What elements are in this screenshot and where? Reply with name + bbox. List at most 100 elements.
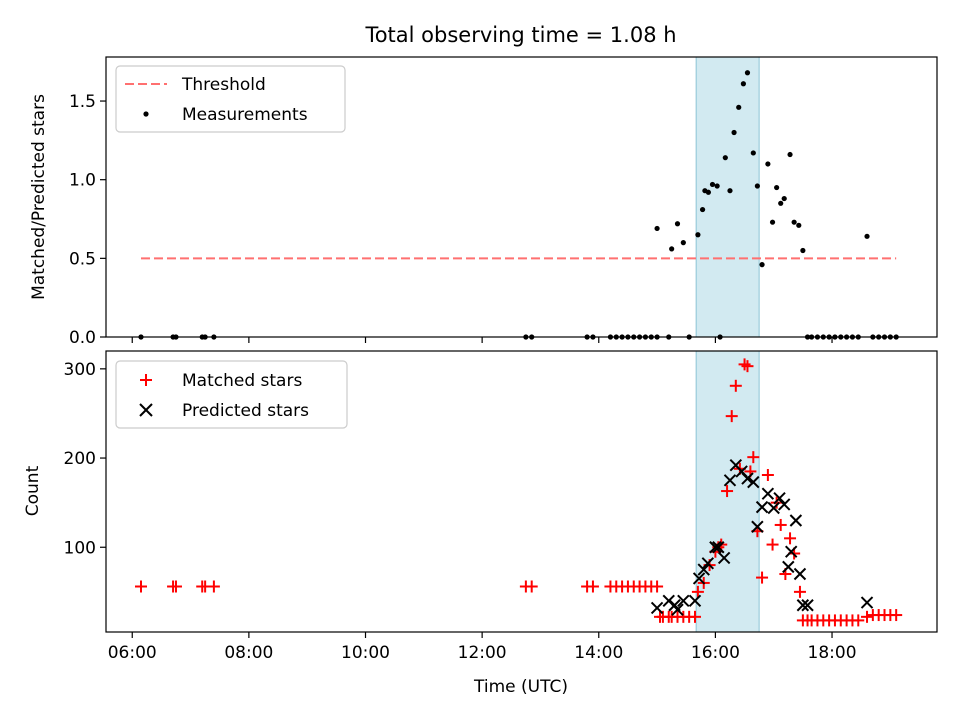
matched-star-point: [688, 610, 701, 623]
measurement-point: [695, 232, 701, 238]
top-y-tick-label: 1.5: [69, 92, 96, 112]
top-legend: Threshold Measurements: [115, 65, 346, 133]
predicted-star-point: [767, 501, 780, 515]
predicted-star-point: [785, 545, 798, 558]
x-tick-label: 18:00: [808, 643, 857, 663]
measurement-point: [791, 219, 797, 225]
measurement-point: [800, 247, 806, 254]
matched-star-point: [207, 580, 220, 593]
bottom-x-ticks: 06:00 08:00 10:00 12:00 14:00 16:00 18:00: [108, 632, 857, 663]
measurement-point: [740, 81, 746, 87]
matched-star-point: [691, 585, 704, 598]
measurement-point: [769, 219, 776, 225]
matched-star-point: [770, 496, 783, 509]
x-tick-label: 06:00: [108, 643, 157, 663]
bottom-y-tick-label: 100: [64, 538, 96, 558]
predicted-star-point: [701, 557, 715, 570]
matched-star-point: [890, 609, 903, 622]
matched-star-point: [741, 360, 754, 373]
predicted-star-point: [723, 474, 737, 487]
matched-star-point: [738, 358, 751, 371]
bottom-panel: 100 200 300 06:00 08:00 10:00 12:00 14:00 16:00…: [23, 350, 938, 697]
x-tick-label: 14:00: [574, 643, 623, 663]
x-tick-label: 12:00: [458, 643, 507, 663]
predicted-star-point: [747, 475, 760, 489]
predicted-star-point: [671, 603, 684, 616]
predicted-star-point: [761, 487, 775, 500]
measurement-point: [669, 246, 675, 252]
top-legend-box: [115, 65, 346, 133]
measurement-point: [722, 155, 728, 161]
bottom-y-tick-label: 300: [64, 360, 96, 380]
measurement-point: [787, 151, 793, 158]
bottom-y-tick-label: 200: [64, 449, 96, 469]
bottom-y-ticks: 100 200 300: [64, 360, 106, 558]
matched-star-point: [761, 468, 774, 481]
bottom-legend: Matched stars Predicted stars: [115, 360, 348, 429]
matched-star-point: [784, 532, 797, 545]
top-y-axis-label: Matched/Predicted stars: [29, 94, 49, 300]
matched-star-point: [651, 580, 664, 593]
legend-threshold-label: Threshold: [181, 75, 266, 95]
predicted-star-point: [688, 594, 702, 607]
measurement-point: [754, 183, 760, 189]
predicted-star-point: [755, 500, 769, 514]
measurement-point: [727, 188, 733, 194]
measurement-point: [765, 161, 771, 167]
predicted-star-point: [796, 599, 810, 612]
measurement-point: [781, 195, 787, 202]
measurement-point: [864, 233, 870, 239]
predicted-star-point: [677, 594, 690, 607]
matched-star-point: [169, 580, 182, 593]
predicted-star-point: [717, 551, 731, 565]
chart-title: Total observing time = 1.08 h: [364, 23, 676, 47]
predicted-star-point: [650, 601, 664, 615]
predicted-star-point: [801, 599, 814, 612]
x-tick-label: 08:00: [224, 643, 273, 663]
measurement-point: [736, 104, 742, 110]
matched-star-point: [134, 580, 147, 593]
measurement-point: [774, 184, 780, 191]
measurement-point: [699, 206, 706, 213]
bottom-axes-frame: [105, 350, 938, 633]
x-tick-label: 10:00: [341, 643, 390, 663]
predicted-star-point: [782, 560, 795, 574]
measurement-point: [731, 129, 737, 136]
legend-predicted-swatch: [139, 403, 153, 417]
measurement-point: [654, 225, 660, 232]
predicted-star-point: [741, 472, 754, 485]
matched-stars-points: [134, 358, 903, 627]
matched-star-point: [861, 610, 874, 623]
top-x-ticks: [131, 337, 833, 343]
measurement-point: [709, 181, 716, 188]
predicted-stars-points: [650, 458, 874, 616]
measurement-point: [778, 200, 784, 206]
top-y-ticks: 0.0 0.5 1.0 1.5: [69, 92, 106, 348]
predicted-star-point: [789, 514, 803, 527]
matched-star-point: [774, 518, 787, 531]
measurement-point: [750, 150, 756, 156]
measurement-point: [680, 240, 686, 246]
matched-star-point: [852, 614, 865, 627]
bottom-y-axis-label: Count: [23, 465, 43, 516]
predicted-star-point: [692, 572, 706, 585]
top-y-tick-label: 0.5: [69, 249, 96, 269]
matched-star-point: [766, 538, 779, 551]
predicted-star-point: [712, 541, 725, 554]
legend-measurements-swatch: [143, 111, 149, 117]
measurement-point: [674, 221, 681, 227]
predicted-star-point: [778, 498, 791, 511]
bottom-legend-box: [115, 360, 348, 429]
x-axis-label: Time (UTC): [473, 677, 568, 697]
top-y-tick-label: 0.0: [69, 328, 96, 348]
measurement-point: [796, 222, 802, 228]
matched-star-point: [586, 580, 599, 593]
matched-star-point: [525, 580, 538, 593]
predicted-star-point: [773, 491, 786, 505]
top-axes-frame: [105, 56, 938, 338]
predicted-star-point: [751, 520, 764, 533]
matched-star-point: [725, 410, 738, 423]
matched-star-point: [793, 585, 806, 598]
measurement-point: [759, 262, 765, 268]
